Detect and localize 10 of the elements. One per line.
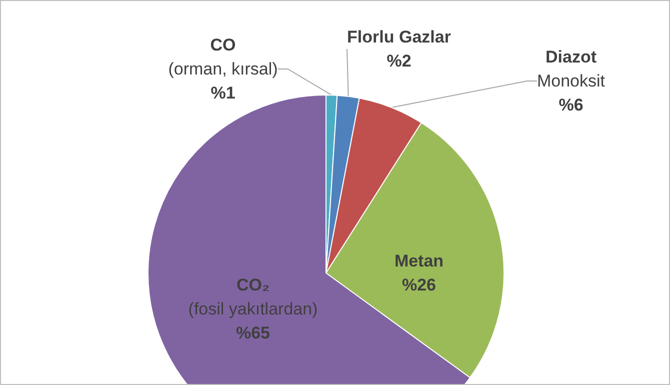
slice-label: CO (orman, kırsal) xyxy=(168,36,278,78)
slice-label: Diazot Monoksit xyxy=(536,48,606,90)
data-label: %1 xyxy=(210,84,236,102)
data-label: %26 xyxy=(402,276,436,294)
slice-label: Florlu Gazlar xyxy=(347,28,452,46)
data-label: %6 xyxy=(558,96,584,114)
data-label: %65 xyxy=(236,324,270,342)
slice-label: CO₂ (fosil yakıtlardan) xyxy=(188,276,318,318)
data-label: %2 xyxy=(386,52,412,70)
slice-label: Metan xyxy=(394,252,444,270)
